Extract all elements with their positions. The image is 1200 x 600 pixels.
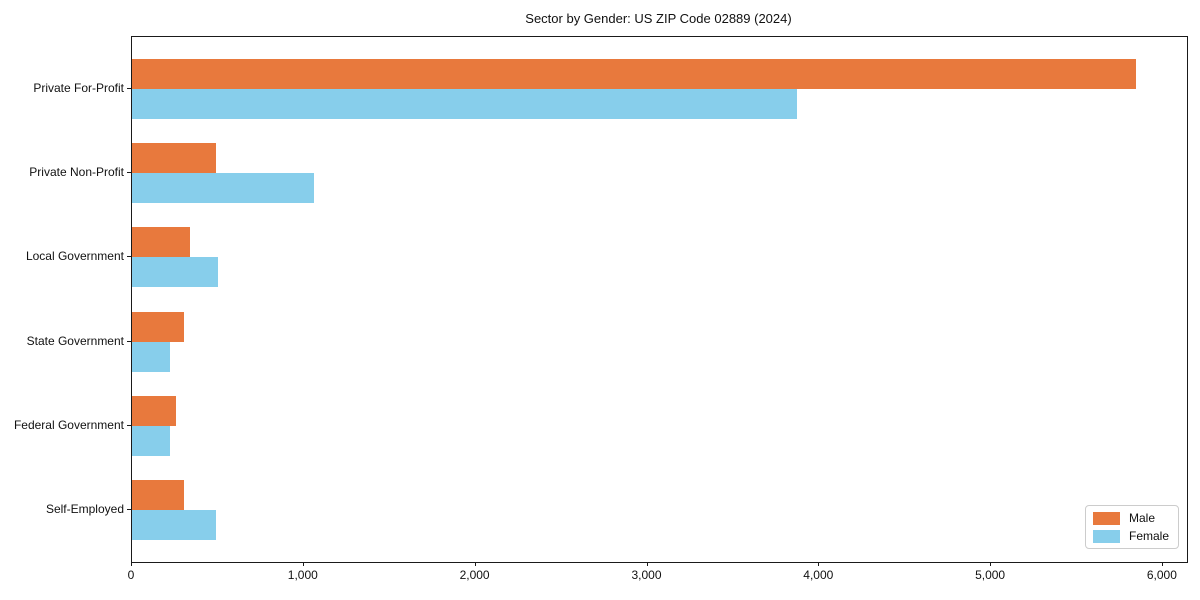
bar-female-private-non-profit (132, 173, 315, 204)
x-label-6000: 6,000 (1146, 568, 1177, 582)
bar-female-federal-government (132, 425, 170, 456)
x-label-2000: 2,000 (459, 568, 490, 582)
x-tick-2000 (474, 562, 476, 566)
y-label-private-non-profit: Private Non-Profit (29, 165, 124, 180)
x-tick-5000 (990, 562, 992, 566)
y-label-federal-government: Federal Government (13, 417, 124, 432)
bar-male-self-employed (132, 480, 184, 510)
bar-female-self-employed (132, 510, 217, 540)
legend-swatch-female (1092, 529, 1120, 543)
chart-title: Sector by Gender: US ZIP Code 02889 (202… (525, 11, 792, 26)
y-label-private-for-profit: Private For-Profit (33, 81, 124, 95)
y-tick-private-non-profit (127, 172, 131, 174)
x-tick-0 (131, 562, 132, 566)
x-label-4000: 4,000 (803, 568, 834, 582)
x-tick-3000 (646, 562, 648, 566)
x-label-0: 0 (127, 568, 135, 582)
x-label-3000: 3,000 (631, 568, 662, 582)
legend-label-male: Male (1128, 511, 1155, 525)
x-tick-6000 (1161, 562, 1163, 566)
x-tick-4000 (818, 562, 820, 566)
x-label-5000: 5,000 (975, 568, 1006, 582)
y-tick-local-government (127, 256, 131, 258)
x-tick-1000 (302, 562, 304, 566)
bar-male-private-for-profit (132, 59, 1137, 89)
legend: Male Female (1084, 505, 1179, 549)
bar-male-private-non-profit (132, 143, 217, 174)
y-tick-private-for-profit (127, 88, 131, 89)
y-label-state-government: State Government (26, 333, 124, 348)
legend-entry-female: Female (1092, 529, 1169, 543)
plot-area: Male Female (131, 36, 1188, 563)
bar-female-state-government (132, 341, 170, 372)
legend-label-female: Female (1128, 529, 1169, 543)
bar-female-private-for-profit (132, 89, 797, 119)
legend-swatch-male (1092, 511, 1120, 525)
y-tick-self-employed (127, 509, 131, 510)
bar-male-federal-government (132, 395, 176, 426)
y-tick-state-government (127, 340, 131, 342)
x-label-1000: 1,000 (287, 568, 318, 582)
bar-male-state-government (132, 311, 184, 342)
y-label-self-employed: Self-Employed (45, 502, 124, 516)
y-tick-federal-government (127, 424, 131, 426)
bar-female-local-government (132, 257, 218, 288)
legend-entry-male: Male (1092, 511, 1169, 525)
bar-male-local-government (132, 227, 191, 258)
y-label-local-government: Local Government (25, 249, 124, 264)
